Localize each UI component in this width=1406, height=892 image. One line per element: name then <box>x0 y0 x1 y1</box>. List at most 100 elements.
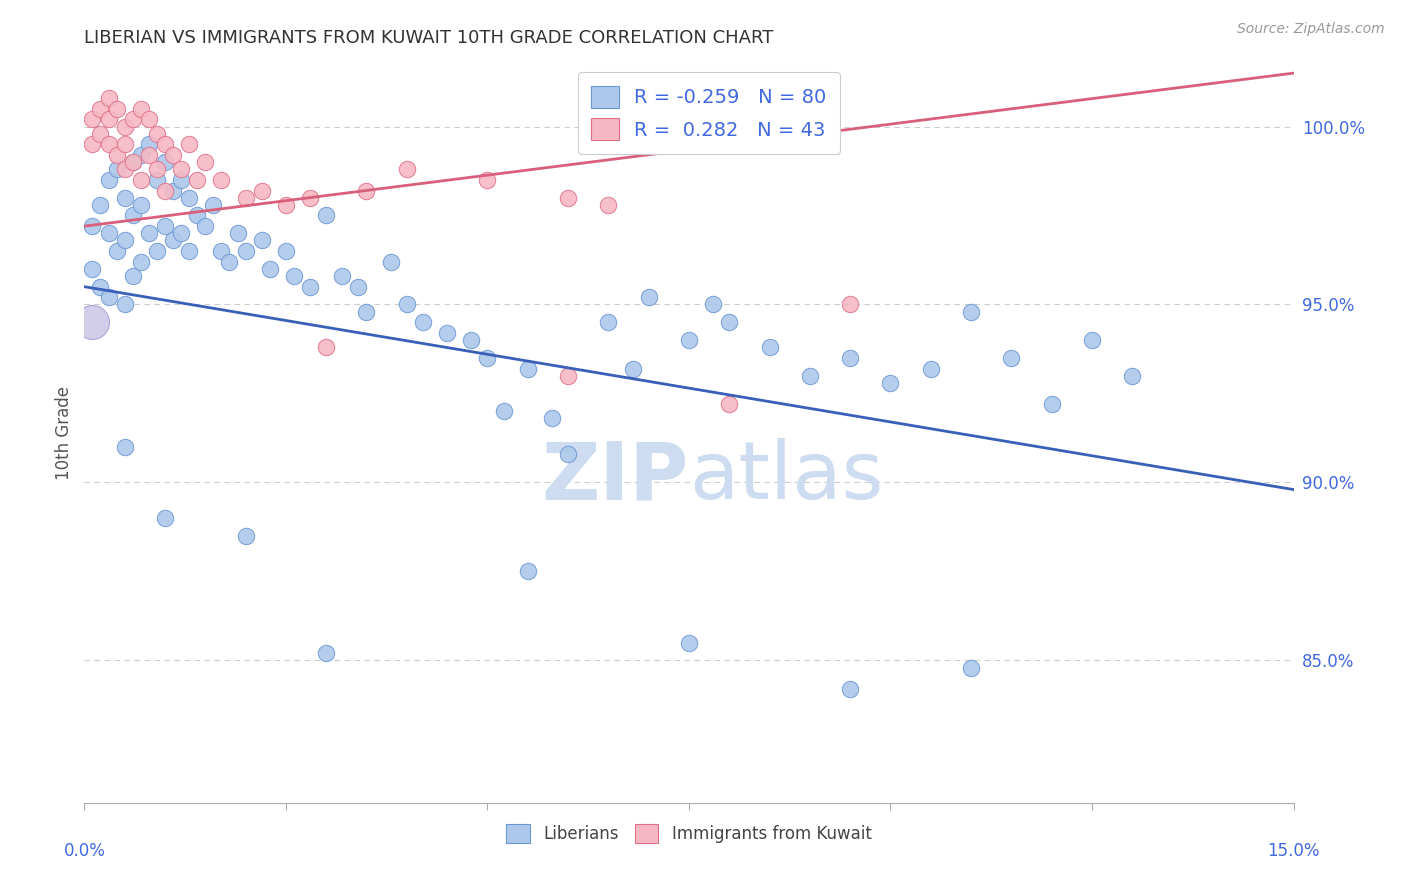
Point <box>105 244 128 258</box>
Point <box>114 234 136 248</box>
Point <box>356 304 378 318</box>
Point <box>283 268 305 283</box>
Legend: Liberians, Immigrants from Kuwait: Liberians, Immigrants from Kuwait <box>499 817 879 850</box>
Point <box>839 297 862 311</box>
Point <box>259 261 281 276</box>
Point <box>138 137 160 152</box>
Point <box>226 227 249 241</box>
Point <box>129 198 152 212</box>
Point <box>97 112 120 127</box>
Point <box>97 137 120 152</box>
Point <box>114 162 136 177</box>
Point <box>82 137 104 152</box>
Point <box>153 511 176 525</box>
Text: ZIP: ZIP <box>541 438 689 516</box>
Point <box>718 315 741 329</box>
Point <box>97 91 120 105</box>
Point <box>129 173 152 187</box>
Point <box>477 351 499 365</box>
Point <box>598 198 620 212</box>
Point <box>162 234 184 248</box>
Point <box>920 361 942 376</box>
Point <box>235 244 257 258</box>
Point <box>960 660 983 674</box>
Point <box>274 198 297 212</box>
Point <box>274 244 297 258</box>
Point <box>1040 397 1063 411</box>
Point <box>1121 368 1143 383</box>
Point <box>799 368 821 383</box>
Point <box>541 411 564 425</box>
Point <box>960 304 983 318</box>
Point <box>637 91 659 105</box>
Point <box>380 254 402 268</box>
Point <box>105 162 128 177</box>
Point <box>799 102 821 116</box>
Point <box>129 102 152 116</box>
Point <box>121 209 143 223</box>
Point <box>146 244 169 258</box>
Text: 15.0%: 15.0% <box>1267 842 1320 860</box>
Point <box>1081 333 1104 347</box>
Point <box>89 127 111 141</box>
Text: atlas: atlas <box>689 438 883 516</box>
Point <box>129 148 152 162</box>
Point <box>162 148 184 162</box>
Point <box>146 173 169 187</box>
Point <box>477 173 499 187</box>
Text: Source: ZipAtlas.com: Source: ZipAtlas.com <box>1237 22 1385 37</box>
Point <box>179 137 201 152</box>
Point <box>138 112 160 127</box>
Point <box>97 227 120 241</box>
Point <box>121 155 143 169</box>
Point <box>299 191 322 205</box>
Point <box>153 137 176 152</box>
Point <box>678 635 700 649</box>
Point <box>235 191 257 205</box>
Point <box>97 290 120 304</box>
Point <box>299 279 322 293</box>
Point <box>436 326 458 340</box>
Point <box>153 184 176 198</box>
Point <box>114 137 136 152</box>
Point <box>105 148 128 162</box>
Point <box>678 333 700 347</box>
Point <box>839 351 862 365</box>
Point <box>82 261 104 276</box>
Point <box>395 297 418 311</box>
Point <box>129 254 152 268</box>
Text: LIBERIAN VS IMMIGRANTS FROM KUWAIT 10TH GRADE CORRELATION CHART: LIBERIAN VS IMMIGRANTS FROM KUWAIT 10TH … <box>84 29 773 47</box>
Point <box>839 681 862 696</box>
Point <box>460 333 482 347</box>
Point <box>89 198 111 212</box>
Point <box>82 315 104 329</box>
Point <box>250 184 273 198</box>
Point <box>194 155 217 169</box>
Point <box>186 173 208 187</box>
Point <box>82 112 104 127</box>
Point <box>315 340 337 354</box>
Point <box>218 254 240 268</box>
Point <box>114 120 136 134</box>
Point <box>557 368 579 383</box>
Point <box>702 297 724 311</box>
Point <box>114 440 136 454</box>
Point <box>179 244 201 258</box>
Point <box>146 127 169 141</box>
Point <box>235 529 257 543</box>
Point <box>250 234 273 248</box>
Point <box>89 279 111 293</box>
Point <box>138 227 160 241</box>
Point <box>637 290 659 304</box>
Point <box>162 184 184 198</box>
Point <box>395 162 418 177</box>
Point <box>138 148 160 162</box>
Point <box>105 102 128 116</box>
Point <box>170 227 193 241</box>
Point <box>718 397 741 411</box>
Point <box>194 219 217 234</box>
Point <box>153 219 176 234</box>
Point <box>121 268 143 283</box>
Point <box>202 198 225 212</box>
Point <box>412 315 434 329</box>
